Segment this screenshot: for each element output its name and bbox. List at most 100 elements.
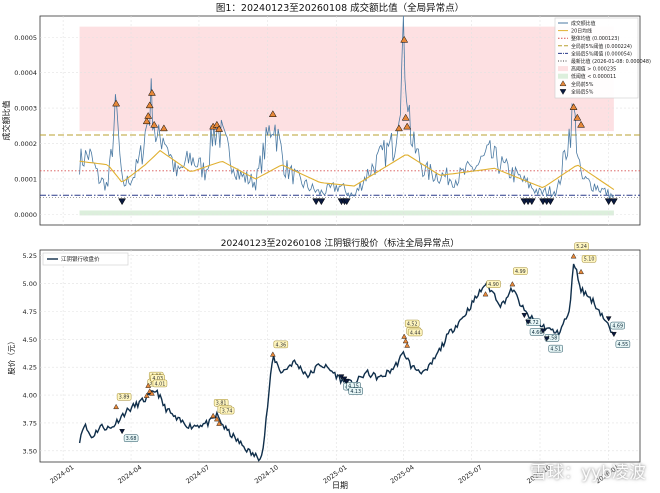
legend-label: 最新比值 (2026-01-08: 0.000048)	[571, 58, 651, 65]
bottom-anomaly-marker	[525, 319, 531, 325]
top-anomaly-label: 3.89	[119, 395, 130, 401]
top-anomaly-label-box	[574, 242, 589, 250]
top-anomaly-label: 4.44	[410, 330, 421, 336]
ratio-chart: 图1：20240123至20260108 成交额比值（全局异常点）成交额比值0.…	[1, 2, 651, 226]
top-anomaly-marker	[214, 416, 220, 422]
bottom-anomaly-label-box	[123, 434, 139, 443]
legend-label: 全局前5%	[571, 81, 594, 88]
chart-title: 图1：20240123至20260108 成交额比值（全局异常点）	[216, 2, 464, 14]
x-tick-label: 2024-01	[49, 463, 76, 485]
legend-swatch	[558, 66, 568, 72]
top-anomaly-marker	[112, 99, 121, 107]
top-anomaly-label-box	[219, 406, 235, 415]
x-tick-label: 2025-07	[457, 463, 484, 485]
legend-label: 全局后5%	[571, 88, 594, 95]
top-anomaly-label-box	[404, 319, 420, 328]
legend-label: 全局后5%阈值 (0.000054)	[571, 50, 632, 57]
top-anomaly-marker	[401, 333, 408, 339]
bottom-anomaly-marker	[609, 198, 618, 206]
bottom-anomaly-label: 4.72	[528, 320, 539, 326]
chart-title: 20240123至20260108 江阴银行股价（标注全局异常点）	[221, 237, 459, 249]
legend-label: 江阴银行收盘价	[61, 255, 100, 263]
top-anomaly-marker	[148, 88, 156, 96]
legend-label: 整体均值 (0.000123)	[571, 35, 619, 42]
bottom-anomaly-label: 4.55	[618, 342, 629, 348]
y-tick-label: 4.50	[23, 336, 37, 344]
top-anomaly-marker	[482, 291, 489, 297]
top-anomaly-label: 4.90	[488, 282, 499, 288]
top-anomaly-label-box	[407, 328, 423, 337]
top-anomaly-marker	[150, 120, 159, 128]
bottom-anomaly-marker	[611, 331, 617, 338]
top-anomaly-marker	[404, 342, 411, 348]
bottom-anomaly-marker	[343, 378, 350, 384]
top-anomaly-marker	[145, 382, 152, 388]
legend-box	[42, 252, 129, 266]
x-tick-label: 2024-10	[253, 463, 280, 485]
legend-label: 20日均线	[571, 28, 592, 35]
ma20-line	[79, 149, 615, 191]
top-anomaly-marker	[577, 120, 585, 128]
top-anomaly-marker	[395, 124, 403, 132]
bottom-anomaly-label: 4.66	[532, 330, 543, 336]
y-tick-label: 4.25	[23, 364, 37, 372]
top-anomaly-label: 3.74	[222, 408, 233, 414]
legend-label: 高阈值 > 0.000235	[571, 66, 616, 73]
bottom-anomaly-label: 4.69	[612, 323, 623, 329]
top-anomaly-marker	[268, 110, 277, 117]
top-anomaly-marker	[401, 113, 410, 121]
y-tick-label: 4.75	[23, 308, 37, 316]
top-anomaly-label: 4.36	[275, 342, 286, 348]
bottom-anomaly-marker	[119, 429, 125, 435]
y-tick-label: 5.25	[23, 252, 37, 260]
top-anomaly-marker	[210, 412, 216, 418]
y-tick-label: 0.0000	[14, 211, 37, 219]
plot-frame	[39, 249, 641, 463]
x-tick-label: 2024-07	[184, 463, 211, 485]
bottom-anomaly-marker	[546, 198, 555, 206]
top-anomaly-label-box	[116, 393, 132, 401]
ratio-series-line	[79, 15, 615, 200]
legend-label: 低阈值 < 0.000011	[571, 73, 616, 80]
legend-label: 全局前5%阈值 (0.000224)	[571, 43, 632, 50]
y-axis-label: 成交额比值	[1, 101, 11, 141]
top-anomaly-marker	[578, 268, 584, 275]
bottom-anomaly-label: 3.68	[126, 436, 137, 442]
top-anomaly-marker	[569, 103, 578, 110]
top-anomaly-label: 4.03	[152, 376, 163, 382]
low-threshold-band	[79, 210, 614, 216]
top-anomaly-marker	[212, 120, 221, 128]
y-tick-label: 0.0002	[14, 140, 37, 148]
top-anomaly-marker	[159, 124, 168, 132]
y-tick-label: 3.50	[23, 447, 37, 455]
bottom-anomaly-label: 4.15	[348, 384, 359, 390]
top-anomaly-label: 4.52	[407, 321, 418, 327]
bottom-anomaly-label-box	[610, 321, 625, 330]
top-anomaly-marker	[403, 122, 412, 130]
watermark: 雪球：yyb凌波	[530, 463, 646, 483]
top-anomaly-marker	[142, 117, 151, 125]
bottom-anomaly-marker	[605, 316, 612, 322]
legend-box	[554, 17, 639, 99]
top-anomaly-marker	[145, 101, 154, 109]
x-tick-label: 2025-04	[389, 463, 416, 485]
top-anomaly-label: 5.10	[584, 257, 595, 263]
y-tick-label: 0.0003	[14, 105, 37, 113]
y-tick-label: 4.00	[23, 392, 37, 400]
y-axis-label: 股价（元）	[7, 337, 16, 375]
legend-swatch	[559, 89, 567, 95]
top-anomaly-marker	[269, 351, 276, 357]
bottom-anomaly-marker	[521, 313, 528, 319]
bottom-anomaly-label-box	[529, 328, 545, 336]
y-tick-label: 0.0004	[14, 69, 37, 77]
top-anomaly-marker	[113, 403, 119, 410]
legend-swatch	[559, 80, 567, 86]
top-anomaly-marker	[400, 35, 409, 43]
top-anomaly-marker	[402, 338, 409, 344]
y-tick-label: 3.75	[23, 419, 37, 427]
x-axis-label: 日期	[332, 481, 348, 490]
bottom-anomaly-marker	[317, 198, 326, 206]
x-tick-label: 2024-04	[116, 463, 143, 485]
top-anomaly-label-box	[273, 340, 289, 349]
